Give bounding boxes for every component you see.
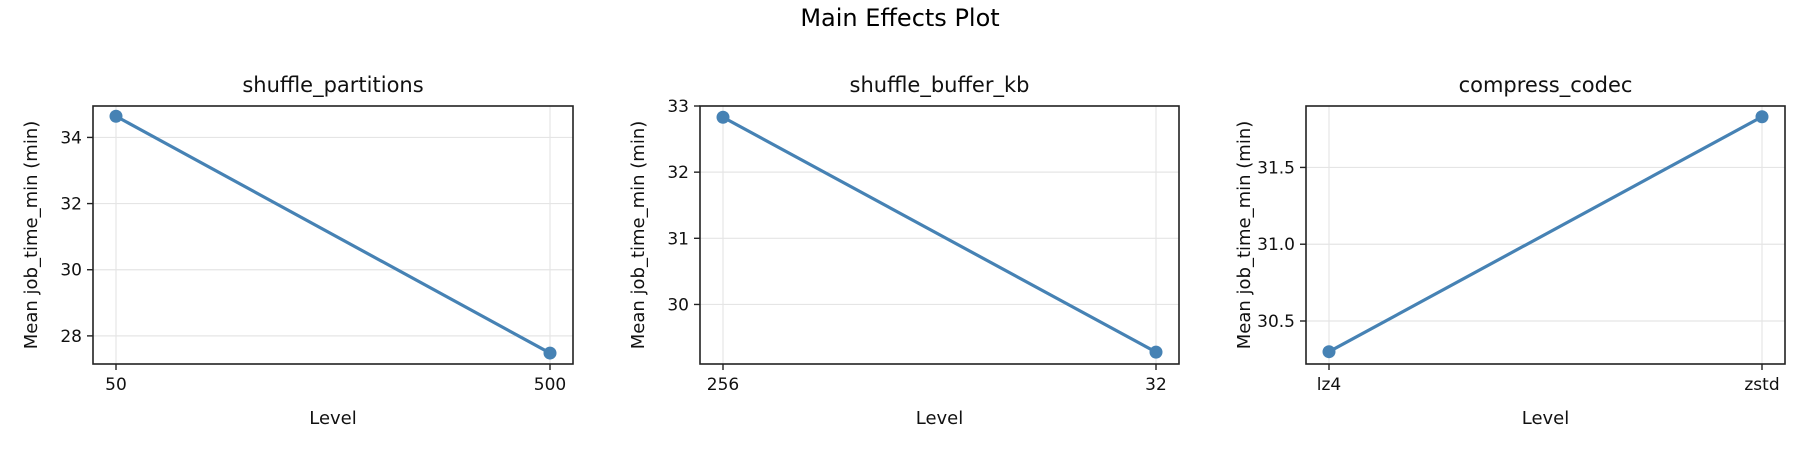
data-point-marker [1149,345,1163,359]
axes-frame [699,105,1180,365]
axes-frame [1305,105,1786,365]
x-tick-label: 256 [707,375,739,395]
y-tick-label: 34 [60,128,82,148]
y-tick-label: 31.0 [1257,235,1295,255]
x-tick-label: 50 [105,375,127,395]
panel-title: compress_codec [1459,73,1633,98]
data-point-marker [1322,345,1336,359]
y-axis-label: Mean job_time_min (min) [628,121,649,350]
y-axis-label: Mean job_time_min (min) [21,121,42,350]
axes-frame [92,105,574,365]
panel-title: shuffle_buffer_kb [850,73,1030,98]
x-axis-label: Level [916,408,964,429]
x-tick-label: zstd [1744,375,1779,395]
y-axis-label: Mean job_time_min (min) [1234,121,1255,350]
y-tick-label: 31 [667,229,689,249]
data-point-marker [543,346,557,360]
figure-title: Main Effects Plot [800,4,1000,32]
y-tick-label: 28 [60,327,82,347]
panel-title: shuffle_partitions [242,73,423,98]
y-tick-label: 32 [60,195,82,215]
x-tick-label: lz4 [1317,375,1341,395]
series-line [722,115,1157,354]
series-line [115,114,551,355]
x-axis-label: Level [1522,408,1570,429]
y-tick-label: 30 [667,295,689,315]
y-tick-label: 31.5 [1257,158,1295,178]
data-point-marker [716,110,730,124]
x-axis-label: Level [309,408,357,429]
y-tick-label: 32 [667,163,689,183]
y-tick-label: 33 [667,97,689,117]
y-tick-label: 30.5 [1257,312,1295,332]
data-point-marker [1755,110,1769,124]
y-tick-label: 30 [60,261,82,281]
x-tick-label: 32 [1145,375,1167,395]
series-line [1328,115,1763,354]
x-tick-label: 500 [534,375,566,395]
data-point-marker [109,109,123,123]
